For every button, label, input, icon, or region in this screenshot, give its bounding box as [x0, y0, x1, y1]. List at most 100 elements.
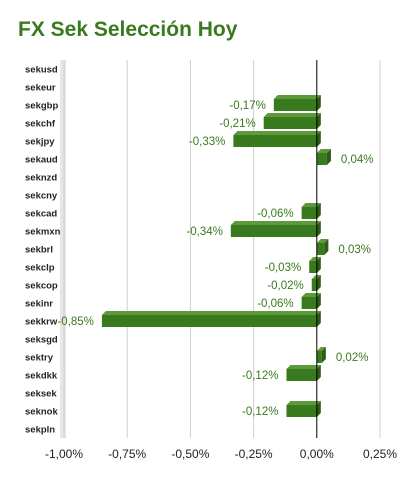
- plot-left-shade: [60, 60, 66, 438]
- bar-top-face: [273, 95, 321, 99]
- bar-sekcad: [301, 203, 321, 219]
- value-label: -0,85%: [57, 316, 93, 328]
- bar-front-face: [316, 243, 325, 255]
- bar-top-face: [301, 293, 321, 297]
- category-label: seknzd: [25, 173, 57, 184]
- bar-seknok: [286, 401, 321, 417]
- bar-front-face: [230, 225, 317, 237]
- bar-sekclp: [309, 257, 321, 273]
- value-label: -0,17%: [229, 100, 265, 112]
- bar-sekmxn: [230, 221, 321, 237]
- category-label: sektry: [25, 353, 54, 364]
- bar-top-face: [311, 275, 321, 279]
- category-label: sekgbp: [25, 101, 58, 112]
- category-label: sekcny: [25, 191, 58, 202]
- bar-top-face: [101, 311, 321, 315]
- bar-front-face: [273, 99, 317, 111]
- category-label: sekjpy: [25, 137, 55, 148]
- category-label: seksgd: [25, 335, 58, 346]
- category-label: sekcop: [25, 281, 58, 292]
- value-label: -0,33%: [189, 136, 225, 148]
- bar-sekbrl: [316, 239, 329, 255]
- category-label: seksek: [25, 389, 57, 400]
- plot-background: [60, 60, 66, 438]
- bar-side-face: [316, 257, 321, 273]
- bar-top-face: [286, 401, 321, 405]
- value-label: -0,03%: [265, 262, 301, 274]
- bar-side-face: [316, 95, 321, 111]
- bar-front-face: [301, 297, 317, 309]
- x-tick-label: -0,75%: [108, 447, 146, 461]
- bar-front-face: [316, 351, 322, 363]
- value-label: 0,02%: [336, 352, 369, 364]
- bar-front-face: [233, 135, 317, 147]
- category-label: sekcad: [25, 209, 57, 220]
- category-labels: sekusd sekeur sekgbp sekchf sekjpy sekaud sekn…: [25, 65, 61, 436]
- bar-front-face: [311, 279, 317, 291]
- bar-side-face: [316, 293, 321, 309]
- bar-side-face: [316, 113, 321, 129]
- value-label: -0,34%: [186, 226, 222, 238]
- value-label: 0,03%: [338, 244, 371, 256]
- bar-top-face: [301, 203, 321, 207]
- bar-front-face: [101, 315, 317, 327]
- category-label: sekclp: [25, 263, 55, 274]
- x-tick-labels: -1,00% -0,75% -0,50% -0,25% 0,00% 0,25%: [45, 447, 397, 461]
- x-tick-label: 0,00%: [300, 447, 334, 461]
- bar-top-face: [233, 131, 321, 135]
- value-label: -0,12%: [242, 370, 278, 382]
- category-label: sekmxn: [25, 227, 61, 238]
- category-label: sekaud: [25, 155, 58, 166]
- grid-lines: [63, 60, 381, 438]
- x-tick-label: 0,25%: [363, 447, 397, 461]
- bar-side-face: [316, 203, 321, 219]
- bar-front-face: [263, 117, 317, 129]
- x-tick-label: -0,25%: [235, 447, 273, 461]
- bar-sekcop: [311, 275, 321, 291]
- category-label: seknok: [25, 407, 58, 418]
- bar-front-face: [301, 207, 317, 219]
- value-label: -0,12%: [242, 406, 278, 418]
- bar-sekchf: [263, 113, 321, 129]
- bar-front-face: [316, 153, 327, 165]
- bar-side-face: [324, 239, 329, 255]
- bar-side-face: [316, 131, 321, 147]
- bar-top-face: [286, 365, 321, 369]
- bar-top-face: [316, 347, 326, 351]
- bar-side-face: [316, 365, 321, 381]
- value-label: -0,06%: [257, 298, 293, 310]
- bar-sektry: [316, 347, 326, 363]
- category-label: sekeur: [25, 83, 56, 94]
- category-label: sekusd: [25, 65, 58, 76]
- x-tick-label: -0,50%: [171, 447, 209, 461]
- bar-front-face: [309, 261, 317, 273]
- category-label: sekdkk: [25, 371, 58, 382]
- bar-front-face: [286, 369, 317, 381]
- bar-sekinr: [301, 293, 321, 309]
- category-label: sekkrw: [25, 317, 58, 328]
- bar-top-face: [263, 113, 321, 117]
- bar-sekgbp: [273, 95, 321, 111]
- bar-side-face: [316, 221, 321, 237]
- bar-top-face: [316, 149, 331, 153]
- x-tick-label: -1,00%: [45, 447, 83, 461]
- bar-top-face: [316, 239, 329, 243]
- category-label: sekchf: [25, 119, 56, 130]
- bar-side-face: [316, 311, 321, 327]
- value-label: -0,02%: [267, 280, 303, 292]
- bar-top-face: [309, 257, 321, 261]
- value-label: -0,21%: [219, 118, 255, 130]
- bar-sekaud: [316, 149, 331, 165]
- category-label: sekinr: [25, 299, 53, 310]
- category-label: sekpln: [25, 425, 55, 436]
- value-labels: -0,17% -0,21% -0,33% 0,04% -0,06% -0,34% 0,03%…: [57, 100, 373, 418]
- bar-side-face: [326, 149, 331, 165]
- bar-top-face: [230, 221, 321, 225]
- bar-side-face: [321, 347, 326, 363]
- bar-front-face: [286, 405, 317, 417]
- chart-title: FX Sek Selección Hoy: [18, 18, 238, 41]
- category-label: sekbrl: [25, 245, 53, 256]
- bar-sekjpy: [233, 131, 321, 147]
- value-label: 0,04%: [341, 154, 374, 166]
